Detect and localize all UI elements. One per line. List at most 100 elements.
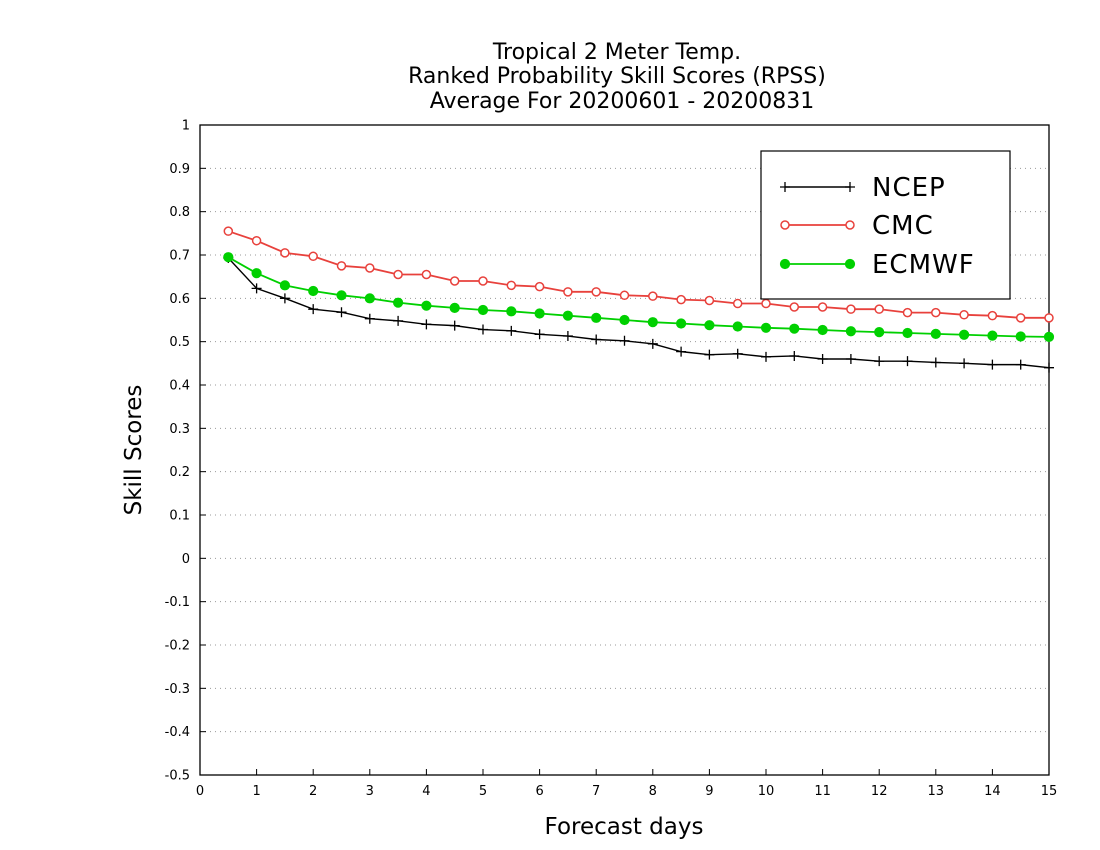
data-point-ncep bbox=[930, 357, 941, 368]
title-line-3: Average For 20200601 - 20200831 bbox=[430, 89, 815, 114]
series-cmc bbox=[223, 226, 1054, 323]
legend: NCEP CMC ECMWF bbox=[760, 150, 1011, 300]
legend-label-cmc: CMC bbox=[872, 211, 934, 241]
x-tick-label: 12 bbox=[871, 784, 888, 799]
data-point-ncep bbox=[251, 283, 262, 294]
series-layer bbox=[223, 226, 1055, 373]
y-tick-label: 0.6 bbox=[169, 292, 190, 307]
data-point-ncep bbox=[506, 325, 517, 336]
title-line-2: Ranked Probability Skill Scores (RPSS) bbox=[408, 64, 826, 89]
legend-marker bbox=[845, 220, 855, 230]
data-point-ncep bbox=[902, 356, 913, 367]
data-point-cmc bbox=[619, 290, 630, 301]
x-tick-label: 0 bbox=[196, 784, 204, 799]
data-point-ecmwf bbox=[959, 329, 970, 340]
y-tick-label: 0.4 bbox=[169, 379, 190, 394]
data-point-cmc bbox=[591, 287, 601, 297]
data-point-ncep bbox=[336, 307, 347, 318]
data-point-cmc bbox=[393, 269, 403, 280]
data-point-ecmwf bbox=[251, 268, 262, 279]
data-point-ncep bbox=[1044, 362, 1054, 373]
data-point-ecmwf bbox=[1043, 331, 1055, 342]
x-tick-label: 8 bbox=[649, 784, 657, 799]
legend-marker bbox=[779, 258, 791, 270]
data-point-ecmwf bbox=[393, 297, 404, 308]
data-point-ncep bbox=[619, 335, 630, 346]
y-tick-label: -0.2 bbox=[165, 639, 190, 654]
y-tick-label: 1 bbox=[182, 119, 190, 134]
data-point-cmc bbox=[817, 302, 828, 312]
x-tick-label: 11 bbox=[814, 784, 831, 799]
y-tick-label: 0.5 bbox=[169, 335, 190, 350]
data-point-ecmwf bbox=[704, 320, 715, 331]
legend-label-ecmwf: ECMWF bbox=[872, 250, 975, 280]
x-axis-label: Forecast days bbox=[545, 814, 704, 840]
chart-title: Tropical 2 Meter Temp. Ranked Probabilit… bbox=[408, 40, 826, 114]
data-point-ncep bbox=[449, 320, 460, 331]
data-point-ncep bbox=[987, 359, 998, 370]
data-point-cmc bbox=[761, 298, 771, 309]
data-point-ecmwf bbox=[308, 285, 319, 297]
data-point-cmc bbox=[365, 263, 375, 273]
data-point-ecmwf bbox=[619, 314, 630, 326]
data-point-ecmwf bbox=[987, 330, 998, 341]
y-tick-label: 0.3 bbox=[169, 422, 190, 437]
data-point-cmc bbox=[931, 307, 941, 318]
data-point-cmc bbox=[449, 276, 460, 286]
legend-label-ncep: NCEP bbox=[872, 173, 946, 203]
data-point-cmc bbox=[421, 269, 432, 280]
x-tick-label: 15 bbox=[1041, 784, 1058, 799]
data-point-ecmwf bbox=[676, 318, 687, 329]
y-tick-label: 0.8 bbox=[169, 205, 190, 220]
data-point-ncep bbox=[1015, 359, 1026, 370]
data-point-ncep bbox=[845, 354, 856, 364]
y-axis-ticks: 1 0.9 0.8 0.7 0.6 0.5 0.4 0.3 0.2 0.1 0 -0.1 -0.2 -0.… bbox=[165, 119, 206, 784]
x-axis-ticks: 0 1 2 3 4 5 6 7 8 9 10 11 12 13 14 15 bbox=[196, 769, 1057, 799]
data-point-ncep bbox=[761, 351, 771, 362]
data-point-cmc bbox=[336, 261, 347, 271]
y-tick-label: -0.1 bbox=[165, 595, 190, 610]
data-point-ecmwf bbox=[562, 310, 574, 321]
data-point-ecmwf bbox=[336, 290, 347, 301]
data-point-ecmwf bbox=[874, 327, 885, 338]
x-tick-label: 7 bbox=[592, 784, 600, 799]
y-tick-label: 0.7 bbox=[169, 249, 190, 264]
data-point-ncep bbox=[478, 324, 488, 335]
x-tick-label: 2 bbox=[309, 784, 317, 799]
data-point-cmc bbox=[308, 251, 318, 262]
data-point-ncep bbox=[959, 358, 970, 369]
data-point-cmc bbox=[732, 298, 743, 309]
data-point-ncep bbox=[562, 331, 573, 342]
data-point-ecmwf bbox=[902, 327, 913, 339]
legend-item-cmc: CMC bbox=[780, 211, 934, 241]
x-tick-label: 13 bbox=[928, 784, 945, 799]
x-tick-label: 14 bbox=[984, 784, 1001, 799]
data-point-ncep bbox=[393, 315, 404, 326]
data-point-cmc bbox=[506, 280, 517, 291]
data-point-ncep bbox=[817, 354, 828, 364]
data-point-ncep bbox=[789, 350, 800, 361]
y-tick-label: -0.3 bbox=[165, 682, 190, 697]
plot-frame bbox=[199, 124, 1050, 776]
data-point-ecmwf bbox=[364, 293, 375, 304]
data-point-ecmwf bbox=[421, 300, 432, 311]
x-tick-label: 3 bbox=[366, 784, 374, 799]
data-point-ncep bbox=[279, 293, 290, 304]
data-point-ecmwf bbox=[930, 328, 941, 339]
data-point-ecmwf bbox=[817, 324, 828, 336]
x-tick-label: 9 bbox=[705, 784, 713, 799]
data-point-cmc bbox=[874, 304, 884, 314]
data-point-cmc bbox=[846, 304, 856, 314]
data-point-cmc bbox=[676, 294, 686, 305]
data-point-cmc bbox=[987, 310, 998, 321]
data-point-ncep bbox=[591, 334, 602, 345]
legend-marker bbox=[845, 182, 855, 192]
data-point-ncep bbox=[364, 313, 375, 324]
data-point-cmc bbox=[959, 310, 969, 320]
x-tick-label: 10 bbox=[758, 784, 775, 799]
y-tick-label: 0.9 bbox=[169, 162, 190, 177]
y-tick-label: 0 bbox=[182, 552, 190, 567]
y-tick-label: 0.1 bbox=[169, 509, 190, 524]
x-tick-label: 4 bbox=[422, 784, 430, 799]
data-point-ncep bbox=[732, 348, 743, 359]
